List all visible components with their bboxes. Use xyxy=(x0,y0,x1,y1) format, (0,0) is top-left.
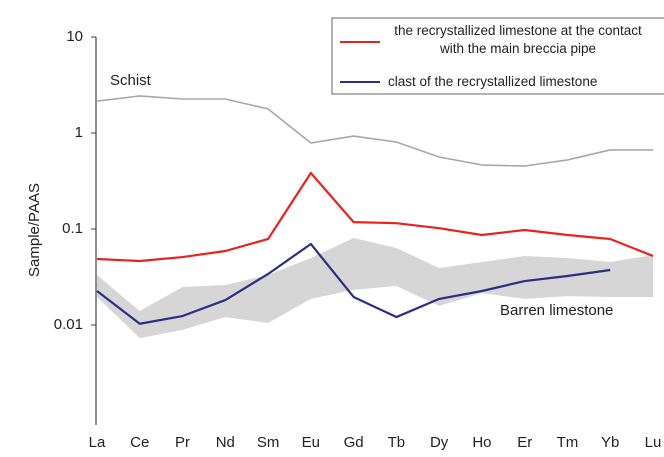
x-tick-label: Tm xyxy=(557,434,579,451)
y-tick-label: 0.1 xyxy=(62,220,83,237)
schist-line xyxy=(96,95,653,167)
y-tick-label: 0.01 xyxy=(54,316,83,333)
x-tick-label: Ce xyxy=(130,434,149,451)
series-line xyxy=(96,242,611,325)
barren-band xyxy=(97,238,653,339)
x-tick-label: Lu xyxy=(645,434,662,451)
legend-label: the recrystallized limestone at the cont… xyxy=(394,23,642,56)
band-label: Barren limestone xyxy=(500,302,613,319)
x-tick-label: Ho xyxy=(472,434,491,451)
x-tick-label: Sm xyxy=(257,434,280,451)
x-tick-label: Dy xyxy=(430,434,449,451)
y-tick-label: 10 xyxy=(66,28,83,45)
x-tick-label: Nd xyxy=(216,434,235,451)
x-tick-label: Er xyxy=(517,434,532,451)
legend-label: clast of the recrystallized limestone xyxy=(388,74,598,89)
x-tick-label: Eu xyxy=(302,434,320,451)
y-tick-label: 1 xyxy=(75,124,83,141)
x-tick-label: La xyxy=(89,434,106,451)
x-tick-label: Yb xyxy=(601,434,619,451)
x-tick-label: Gd xyxy=(344,434,364,451)
x-tick-label: Pr xyxy=(175,434,190,451)
series-line xyxy=(96,171,654,263)
legend-box xyxy=(331,17,664,95)
reference-label: Schist xyxy=(110,72,152,89)
y-axis-label: Sample/PAAS xyxy=(26,183,43,277)
x-tick-label: Tb xyxy=(388,434,406,451)
